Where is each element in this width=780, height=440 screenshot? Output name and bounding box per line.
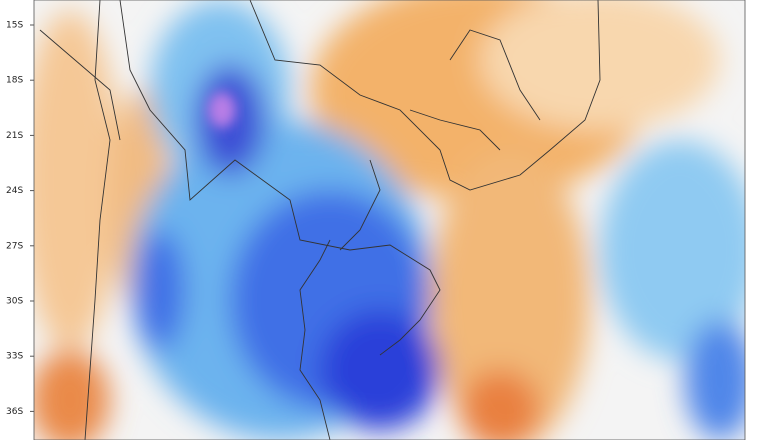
latitude-label: 24S — [6, 186, 23, 196]
latitude-label: 15S — [6, 21, 23, 31]
latitude-label: 21S — [6, 131, 23, 141]
anomaly-field — [34, 0, 745, 440]
latitude-label: 30S — [6, 297, 23, 307]
latitude-label: 36S — [6, 407, 23, 417]
latitude-label: 33S — [6, 352, 23, 362]
latitude-label: 18S — [6, 76, 23, 86]
latitude-label: 27S — [6, 241, 23, 251]
latitude-labels: 15S 18S 21S 24S 27S 30S 33S 36S — [6, 21, 34, 417]
